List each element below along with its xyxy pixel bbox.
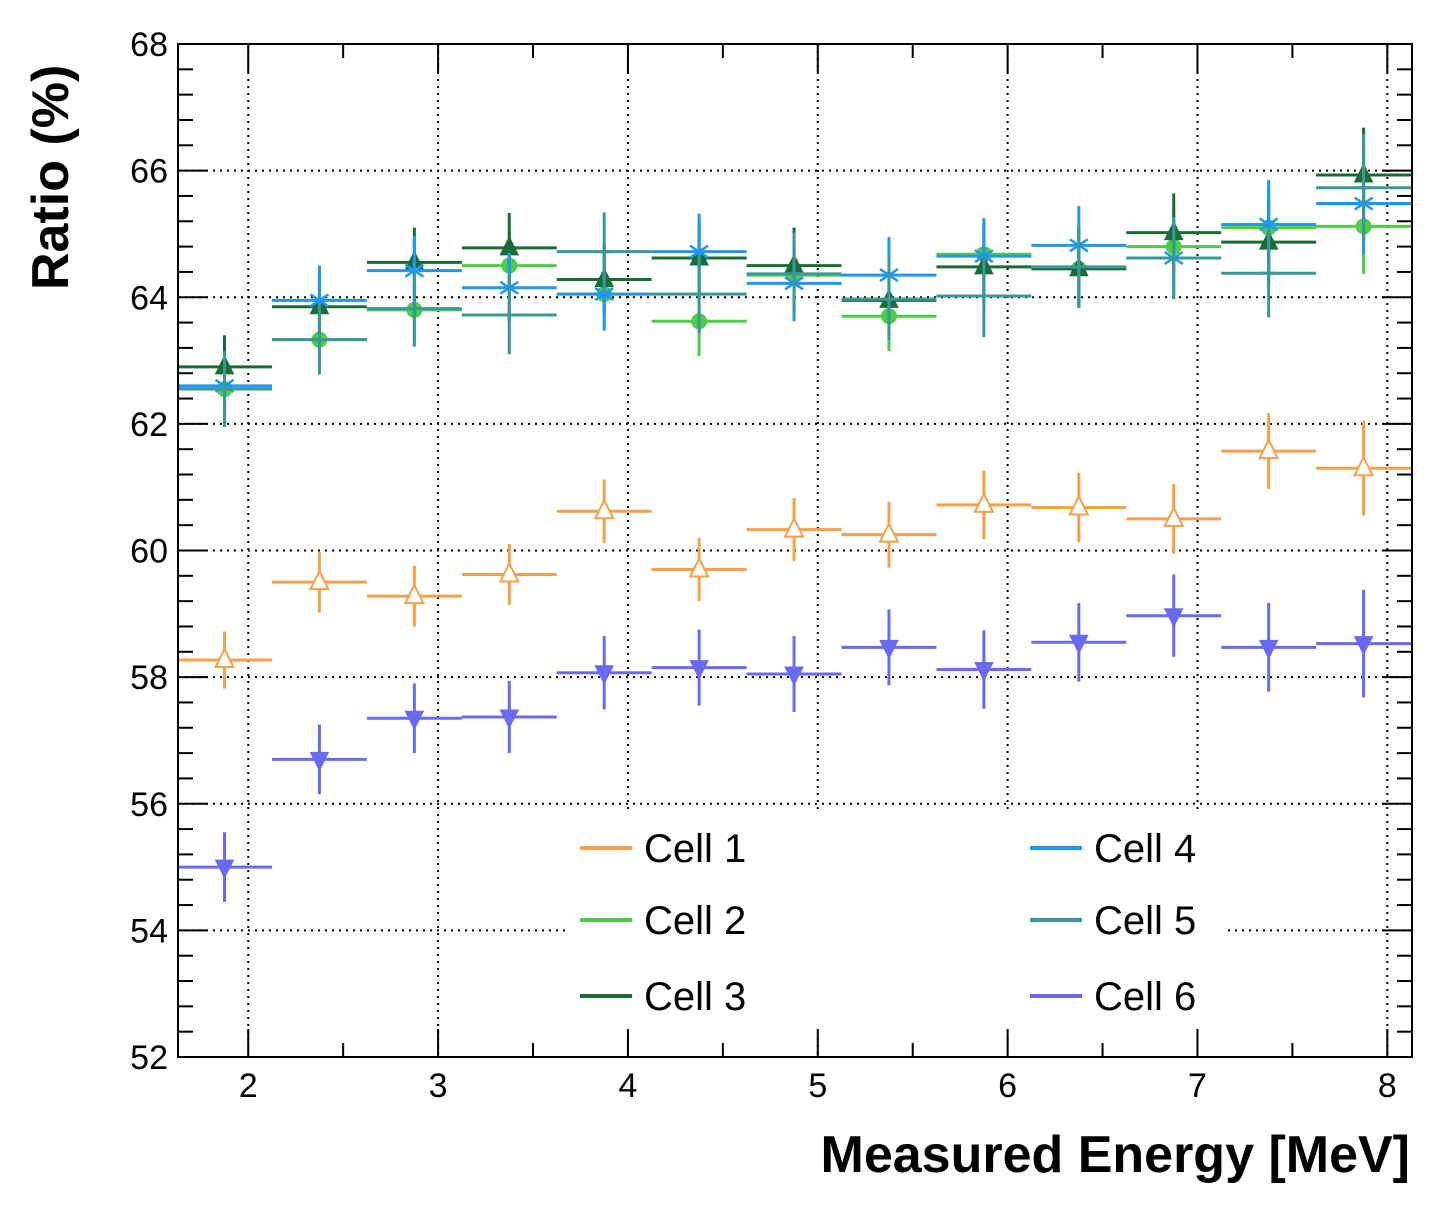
legend-label: Cell 6 — [1094, 975, 1196, 1019]
data-point — [784, 666, 804, 687]
y-tick-label: 66 — [130, 153, 168, 191]
data-point — [1258, 639, 1279, 660]
y-tick-label: 52 — [130, 1039, 168, 1077]
data-point — [498, 561, 520, 583]
marker-stroke — [1258, 217, 1279, 232]
x-tick-label: 7 — [1188, 1067, 1207, 1105]
data-point — [1353, 636, 1374, 656]
x-tick-label: 3 — [429, 1067, 448, 1105]
data-point — [213, 646, 236, 669]
data-point — [783, 516, 805, 538]
data-point — [403, 582, 425, 605]
legend-entry: Cell 3 — [580, 975, 746, 1019]
data-point — [309, 751, 330, 772]
series-cell-6 — [177, 574, 1412, 902]
data-point — [976, 288, 991, 303]
y-tick-label: 56 — [130, 786, 168, 824]
data-point — [312, 332, 327, 347]
data-point — [594, 665, 615, 685]
data-point — [1356, 180, 1371, 195]
series-cell-1 — [177, 413, 1412, 689]
data-point — [502, 307, 517, 322]
data-point — [692, 287, 707, 302]
data-point — [1069, 634, 1089, 655]
legend-label: Cell 1 — [644, 827, 746, 871]
data-point — [1258, 437, 1280, 460]
y-tick-label: 54 — [130, 912, 168, 950]
legend-entry: Cell 2 — [580, 899, 746, 943]
legend-label: Cell 5 — [1094, 899, 1196, 943]
data-point — [407, 301, 422, 316]
data-point — [878, 521, 900, 543]
data-point — [787, 266, 802, 281]
legend-background — [568, 812, 1228, 1034]
marker-stroke — [309, 293, 330, 308]
x-axis-title: Measured Energy [MeV] — [821, 1126, 1411, 1184]
data-point — [1071, 259, 1086, 274]
legend-entry: Cell 6 — [1030, 975, 1196, 1019]
data-point — [217, 382, 232, 397]
x-tick-label: 5 — [808, 1067, 827, 1105]
data-point — [973, 491, 995, 513]
marker-stroke — [689, 244, 709, 259]
plot-area — [177, 127, 1412, 902]
legend-label: Cell 2 — [644, 899, 746, 943]
x-tick-label: 6 — [998, 1067, 1017, 1105]
data-point — [1068, 494, 1090, 516]
data-point — [597, 244, 612, 259]
y-tick-label: 62 — [130, 406, 168, 444]
data-point — [593, 498, 615, 520]
data-point — [404, 710, 425, 731]
data-point — [1352, 454, 1375, 477]
data-point — [214, 859, 235, 880]
data-point — [689, 660, 709, 680]
series-cell-5 — [177, 133, 1412, 428]
legend-box — [568, 812, 1228, 1034]
y-axis-title: Ratio (%) — [22, 65, 80, 290]
data-point — [1163, 505, 1185, 527]
data-point — [881, 292, 896, 307]
legend-entry: Cell 1 — [580, 827, 746, 871]
data-point — [974, 662, 994, 682]
data-point — [688, 556, 710, 578]
y-tick-label: 68 — [130, 26, 168, 64]
x-tick-label: 8 — [1378, 1067, 1397, 1105]
data-point — [1166, 250, 1181, 265]
legend: Cell 1 Cell 2 Cell 3 Cell 4 Cell 5 Cell 6 — [580, 827, 1196, 1019]
data-point — [1163, 608, 1184, 628]
y-tick-label: 58 — [130, 659, 168, 697]
data-point — [499, 709, 520, 730]
x-tick-label: 2 — [239, 1067, 258, 1105]
legend-entry: Cell 4 — [1030, 827, 1196, 871]
x-tick-label: 4 — [618, 1067, 637, 1105]
legend-entry: Cell 5 — [1030, 899, 1196, 943]
legend-label: Cell 4 — [1094, 827, 1196, 871]
data-point — [1261, 266, 1276, 281]
data-point — [879, 639, 899, 660]
y-tick-label: 64 — [130, 279, 168, 317]
marker-stroke — [594, 287, 614, 302]
data-point — [308, 568, 331, 591]
y-tick-label: 60 — [130, 533, 168, 571]
legend-label: Cell 3 — [644, 975, 746, 1019]
